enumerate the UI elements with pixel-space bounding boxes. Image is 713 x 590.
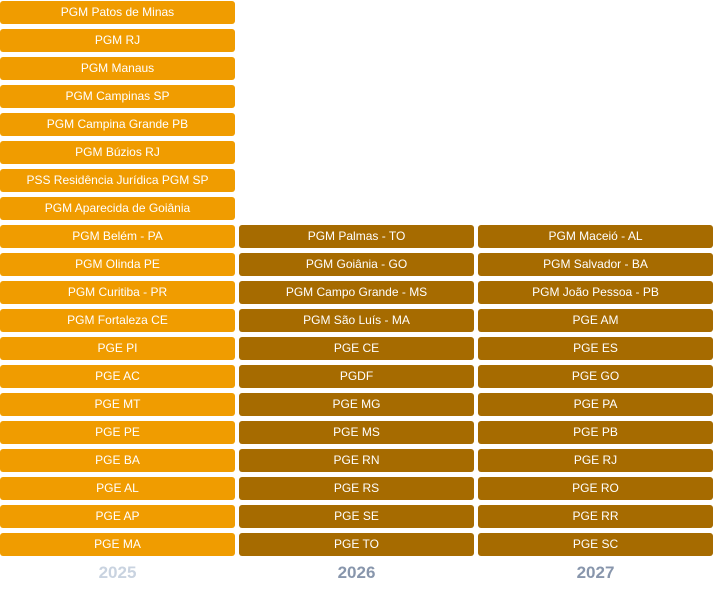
column-2026: PGM Palmas - TO PGM Goiânia - GO PGM Campo… [239,225,474,556]
year-label-2026: 2026 [337,563,376,582]
exam-chip: PGM Campinas SP [0,85,235,108]
exam-chip: PGM Curitiba - PR [0,281,235,304]
exam-chip: PGM Fortaleza CE [0,309,235,332]
exam-chip: PGE PB [478,421,713,444]
exam-chip: PGM Búzios RJ [0,141,235,164]
exam-chip: PSS Residência Jurídica PGM SP [0,169,235,192]
exam-chip: PGE SE [239,505,474,528]
exam-chip: PGM Campina Grande PB [0,113,235,136]
exam-chip: PGE SC [478,533,713,556]
exam-chip: PGM RJ [0,29,235,52]
exam-chip: PGM Aparecida de Goiânia [0,197,235,220]
year-label-2025: 2025 [98,563,137,582]
exam-chip: PGM Salvador - BA [478,253,713,276]
exam-chip: PGM Patos de Minas [0,1,235,24]
exam-chip: PGE RR [478,505,713,528]
exam-chip: PGE RN [239,449,474,472]
exam-chip: PGM Palmas - TO [239,225,474,248]
exam-chip: PGE MG [239,393,474,416]
exam-chip: PGM Campo Grande - MS [239,281,474,304]
exam-chip: PGE RS [239,477,474,500]
column-2027: PGM Maceió - AL PGM Salvador - BA PGM João… [478,225,713,556]
exam-chip: PGM Maceió - AL [478,225,713,248]
exam-chip: PGE AL [0,477,235,500]
exam-chip: PGE TO [239,533,474,556]
exam-chip: PGE BA [0,449,235,472]
exam-chip: PGDF [239,365,474,388]
exam-chip: PGE PA [478,393,713,416]
exam-chip: PGE AC [0,365,235,388]
exam-chip: PGE RJ [478,449,713,472]
exam-chip: PGE MS [239,421,474,444]
exam-chip: PGE AM [478,309,713,332]
exam-chip: PGM Belém - PA [0,225,235,248]
exam-chip: PGE ES [478,337,713,360]
exam-chip: PGE GO [478,365,713,388]
year-label-2027: 2027 [576,563,615,582]
exam-chip: PGE CE [239,337,474,360]
exam-chip: PGE PE [0,421,235,444]
column-2025: PGM Patos de Minas PGM RJ PGM Manaus PGM Ca… [0,1,235,556]
exam-chip: PGE RO [478,477,713,500]
exam-chip: PGM Goiânia - GO [239,253,474,276]
exam-chip: PGE MA [0,533,235,556]
exam-chip: PGE MT [0,393,235,416]
exam-chip: PGM São Luís - MA [239,309,474,332]
exam-chip: PGM João Pessoa - PB [478,281,713,304]
exam-chip: PGE PI [0,337,235,360]
exam-chip: PGM Olinda PE [0,253,235,276]
exam-chip: PGE AP [0,505,235,528]
exam-chip: PGM Manaus [0,57,235,80]
